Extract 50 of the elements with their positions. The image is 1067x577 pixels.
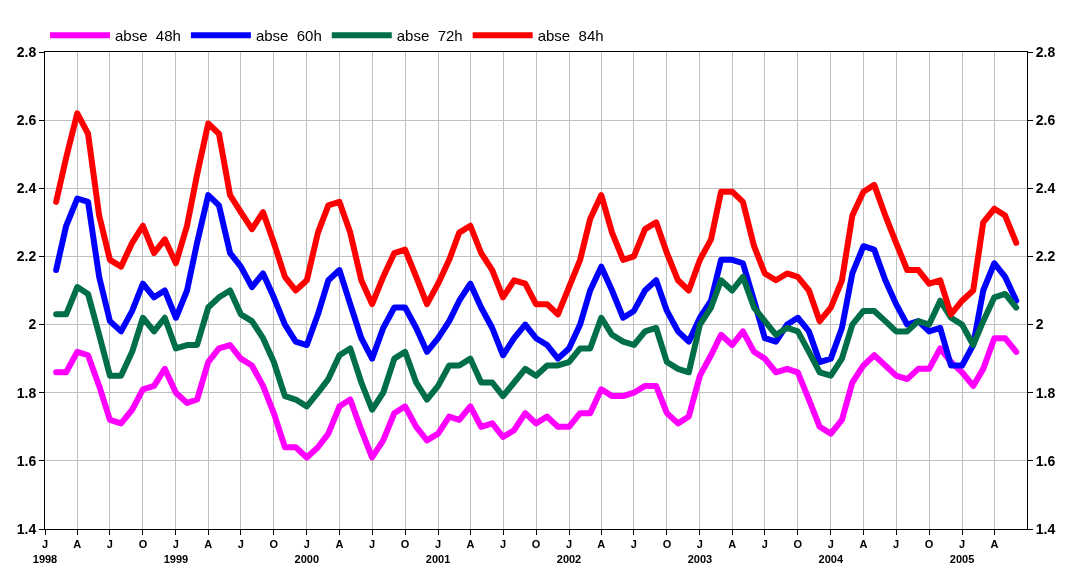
x-tick-label: A [204, 538, 213, 551]
y2-tick-label: 1.4 [1035, 520, 1056, 537]
y2-tick-label: 2.6 [1035, 112, 1056, 129]
x-tick-label: O [924, 538, 934, 551]
x-tick-label: O [400, 538, 410, 551]
y2-tick-label: 1.8 [1035, 384, 1056, 401]
y-tick-label: 1.8 [16, 384, 37, 401]
x-tick-label: J [761, 538, 768, 551]
x-tick-label: A [466, 538, 475, 551]
x-tick-label: O [662, 538, 672, 551]
x-tick-label: A [728, 538, 737, 551]
y2-tick-label: 2.8 [1035, 43, 1056, 60]
x-tick-label: J 2004 [818, 538, 844, 565]
legend-label: abse 84h [537, 27, 604, 45]
x-tick-label: J [369, 538, 376, 551]
x-tick-label: A [990, 538, 999, 551]
y-tick-label: 2 [28, 316, 37, 333]
y-tick-label: 2.4 [16, 180, 37, 197]
y-tick-label: 1.6 [16, 452, 37, 469]
x-tick-label: A [859, 538, 868, 551]
x-tick-label: J [630, 538, 637, 551]
x-tick-label: J [106, 538, 113, 551]
x-tick-label: O [269, 538, 279, 551]
y-tick-label: 2.2 [16, 248, 37, 265]
y2-tick-label: 2 [1035, 316, 1044, 333]
legend-label: abse 48h [115, 27, 181, 45]
x-tick-label: J 2000 [294, 538, 320, 565]
y2-tick-label: 2.2 [1035, 248, 1056, 265]
x-tick-label: A [335, 538, 344, 551]
x-tick-label: J [237, 538, 244, 551]
x-tick-label: O [793, 538, 803, 551]
x-tick-label: A [597, 538, 606, 551]
x-tick-label: J 1999 [163, 538, 189, 565]
y-tick-label: 2.8 [16, 43, 37, 60]
x-tick-label: J 2005 [949, 538, 975, 565]
legend-label: abse 72h [396, 27, 463, 45]
x-tick-label: O [138, 538, 148, 551]
x-tick-label: A [73, 538, 82, 551]
x-tick-label: J [499, 538, 507, 551]
x-tick-label: J [893, 538, 900, 551]
x-tick-label: J 2003 [687, 538, 713, 565]
legend-label: abse 60h [255, 27, 322, 45]
y-tick-label: 1.4 [16, 520, 37, 537]
x-tick-label: J 1998 [32, 538, 58, 565]
x-tick-label: O [531, 538, 541, 551]
y-tick-label: 2.6 [16, 112, 37, 129]
y2-tick-label: 1.6 [1035, 452, 1056, 469]
y2-tick-label: 2.4 [1035, 180, 1056, 197]
x-tick-label: J 2002 [556, 538, 582, 565]
x-tick-label: J 2001 [425, 538, 451, 565]
